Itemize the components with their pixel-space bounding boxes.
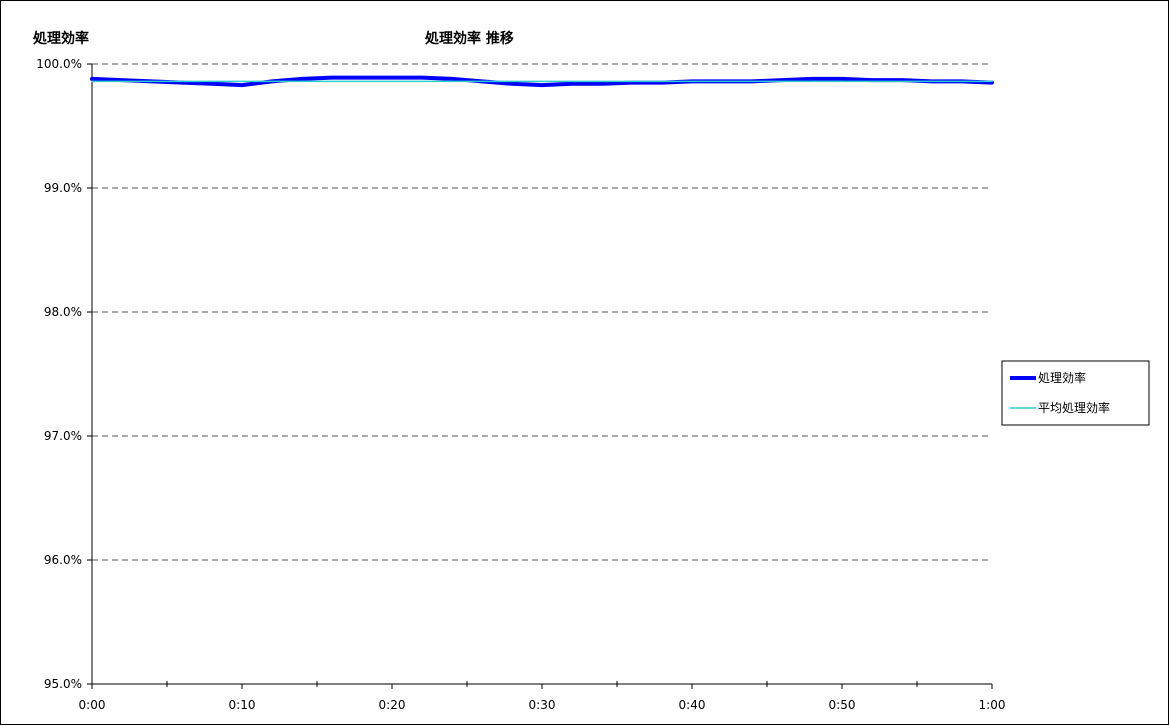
chart-title: 処理効率 推移 [424,30,514,47]
x-tick-label: 0:40 [679,698,706,712]
y-tick-label: 100.0% [36,57,82,71]
y-tick-label: 99.0% [44,181,82,195]
x-tick-label: 0:50 [829,698,856,712]
legend-label: 処理効率 [1038,370,1086,385]
x-tick-label: 0:20 [379,698,406,712]
y-axis-title: 処理効率 [32,30,89,47]
series-lines [90,75,994,88]
legend-box [1001,360,1150,426]
x-tick-label: 0:00 [79,698,106,712]
x-tick-label: 1:00 [979,698,1006,712]
y-tick-label: 95.0% [44,677,82,691]
y-tick-label: 97.0% [44,429,82,443]
y-tick-label: 96.0% [44,553,82,567]
y-tick-label: 98.0% [44,305,82,319]
axes: 95.0% 96.0% 97.0% 98.0% 99.0% 100.0% 0:00 0:10 0… [36,57,1005,712]
x-tick-label: 0:30 [529,698,556,712]
gridlines [92,63,992,561]
series-line-1 [90,75,994,88]
legend-label: 平均処理効率 [1038,400,1110,415]
x-tick-label: 0:10 [229,698,256,712]
